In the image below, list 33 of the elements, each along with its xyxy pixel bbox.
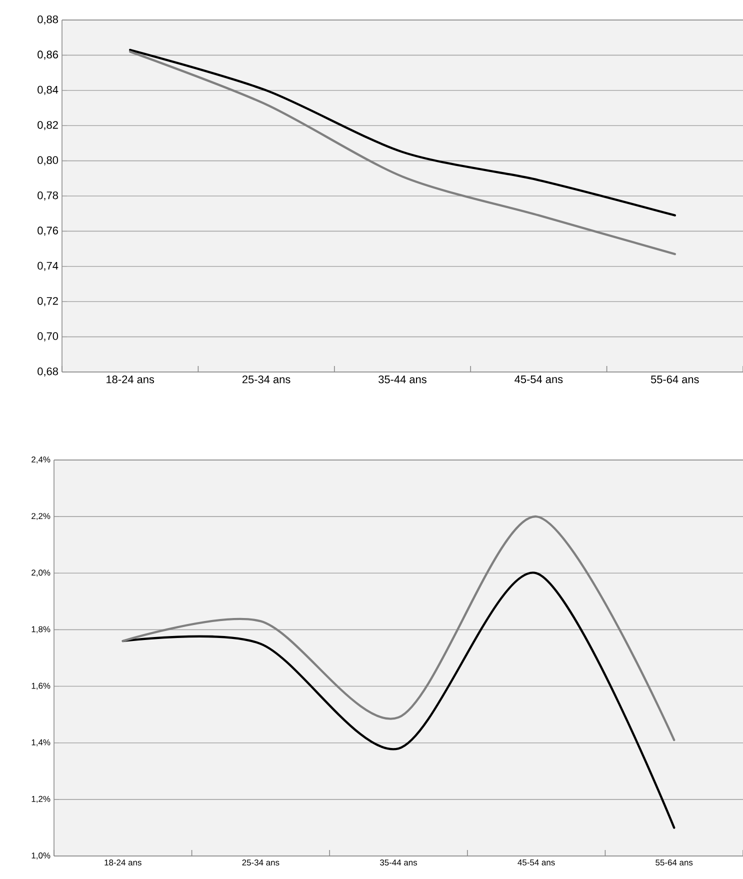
- y-tick-label: 2,4%: [32, 456, 50, 464]
- y-tick-label: 0,86: [38, 50, 58, 60]
- y-tick-label: 2,0%: [32, 570, 50, 577]
- line-series: [129, 48, 676, 216]
- x-tick-label: 45-54 ans: [514, 376, 563, 384]
- x-tick-label: 25-34 ans: [242, 376, 290, 384]
- y-tick-label: 1,6%: [32, 682, 50, 690]
- y-tick-label: 0,72: [38, 297, 58, 306]
- x-tick-label: 18-24 ans: [104, 860, 142, 866]
- line-series: [129, 50, 676, 256]
- y-tick-label: 0,80: [38, 156, 58, 166]
- x-tick-label: 18-24 ans: [106, 376, 154, 384]
- y-tick-label: 0,78: [38, 191, 58, 201]
- y-tick-label: 1,0%: [32, 852, 50, 860]
- y-tick-label: 0,74: [38, 262, 58, 271]
- y-tick-label: 2,2%: [32, 513, 50, 520]
- x-tick-label: 35-44 ans: [380, 860, 418, 866]
- line-series: [122, 515, 676, 742]
- x-tick-label: 45-54 ans: [518, 860, 555, 866]
- y-tick-label: 0,68: [38, 367, 58, 377]
- y-tick-label: 0,76: [38, 226, 58, 236]
- y-tick-label: 0,88: [38, 15, 58, 25]
- y-tick-label: 0,70: [38, 332, 58, 342]
- x-tick-label: 55-64 ans: [650, 376, 699, 384]
- y-tick-label: 1,2%: [32, 796, 50, 803]
- y-tick-label: 1,4%: [32, 739, 50, 746]
- line-series: [122, 572, 676, 829]
- y-tick-label: 0,84: [38, 86, 58, 95]
- x-tick-label: 35-44 ans: [378, 376, 426, 384]
- y-tick-label: 0,82: [38, 121, 58, 130]
- y-tick-label: 1,8%: [32, 626, 50, 634]
- x-tick-label: 55-64 ans: [656, 860, 693, 866]
- x-tick-label: 25-34 ans: [242, 860, 280, 866]
